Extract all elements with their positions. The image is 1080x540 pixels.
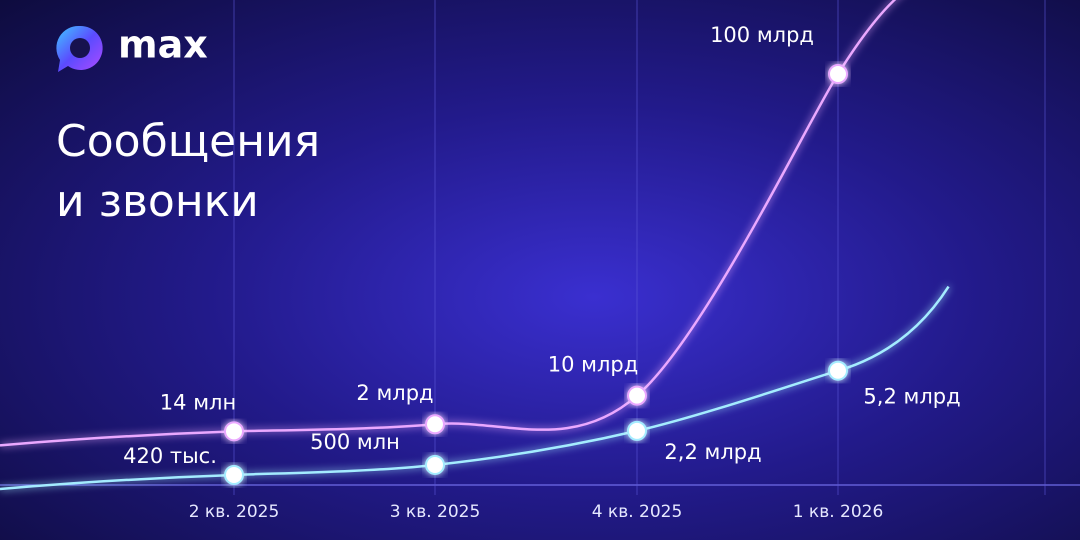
line-tail bbox=[0, 0, 897, 447]
brand: max bbox=[118, 23, 208, 67]
x-tick-label: 2 кв. 2025 bbox=[189, 502, 280, 522]
point bbox=[828, 360, 848, 381]
point bbox=[627, 385, 647, 406]
x-tick-label: 3 кв. 2025 bbox=[390, 502, 481, 522]
data-label: 100 млрд bbox=[710, 23, 814, 47]
line-tail bbox=[0, 285, 950, 491]
data-label: 5,2 млрд bbox=[863, 385, 960, 409]
data-label: 2 млрд bbox=[356, 381, 433, 405]
line bbox=[233, 73, 840, 433]
data-label: 2,2 млрд bbox=[664, 440, 761, 464]
x-tick-label: 1 кв. 2026 bbox=[793, 502, 884, 522]
point bbox=[627, 420, 647, 441]
chart-title: и звонки bbox=[56, 176, 259, 227]
point bbox=[425, 414, 445, 435]
point bbox=[224, 464, 244, 485]
point bbox=[425, 454, 445, 475]
data-label: 420 тыс. bbox=[123, 444, 217, 468]
point bbox=[828, 64, 848, 84]
data-label: 10 млрд bbox=[548, 353, 639, 377]
line bbox=[233, 369, 839, 477]
logo: max bbox=[56, 23, 208, 73]
data-label: 500 млн bbox=[310, 430, 400, 454]
chart-title: Сообщения bbox=[56, 116, 320, 167]
point bbox=[224, 421, 244, 442]
x-tick-label: 4 кв. 2025 bbox=[592, 502, 683, 522]
data-label: 14 млн bbox=[160, 390, 236, 414]
